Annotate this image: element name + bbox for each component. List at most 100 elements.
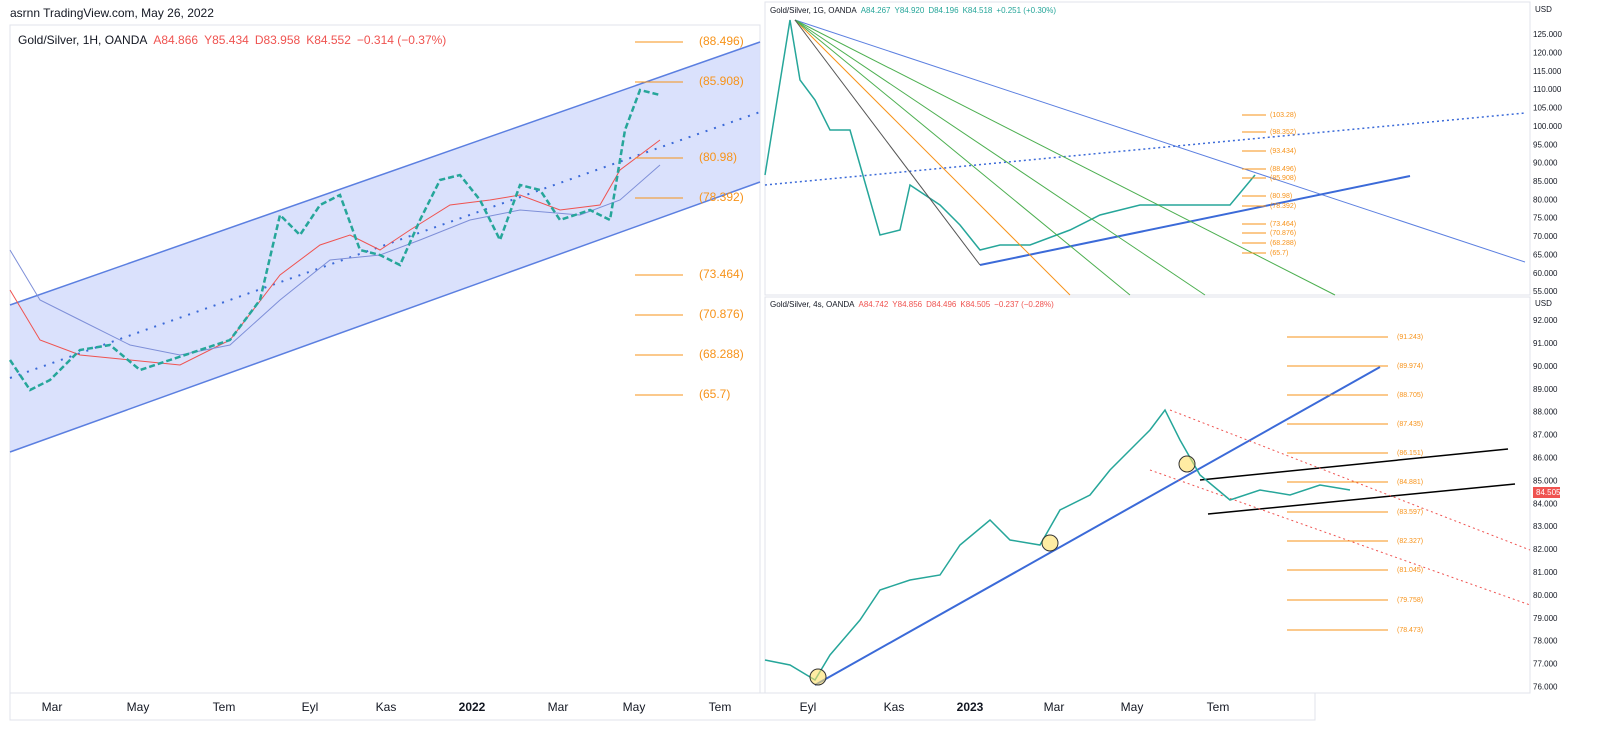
fib-group: (91.243) (89.974) (88.705) (87.435) (86.151)… <box>1287 334 1423 634</box>
fib-label: (93.434) <box>1270 148 1296 155</box>
fib-label: (78.392) <box>699 190 744 204</box>
ema-fast <box>9 139 661 366</box>
dotted-line <box>764 112 1526 186</box>
fib-label: (83.597) <box>1397 509 1423 516</box>
price-tick: 81.000 <box>1533 568 1558 577</box>
time-label: Mar <box>1044 700 1065 714</box>
fan-line <box>794 19 1206 296</box>
time-label: May <box>127 700 150 714</box>
fan-line <box>794 19 1071 296</box>
fib-label: (79.758) <box>1397 597 1423 604</box>
marker <box>809 668 827 686</box>
time-label: Eyl <box>800 700 817 714</box>
legend-item: Gold/Silver, 4s, OANDA <box>770 300 855 309</box>
time-label: Mar <box>548 700 569 714</box>
support-line <box>979 175 1411 266</box>
price-tick: 92.000 <box>1533 316 1558 325</box>
price-tick: 70.000 <box>1533 232 1558 241</box>
trend-line <box>794 19 1526 263</box>
fib-group: (88.496) (85.908) (80.98) (78.392) (73.464) (… <box>635 34 744 401</box>
trend-line <box>814 366 1381 686</box>
fib-label: (80.98) <box>699 150 737 164</box>
fan-line <box>794 19 1336 296</box>
price-tick: 91.000 <box>1533 339 1558 348</box>
fib-label: (89.974) <box>1397 363 1423 370</box>
channel-bottom <box>9 181 761 453</box>
time-label: Tem <box>213 700 236 714</box>
fib-label: (103.28) <box>1270 112 1296 119</box>
legend-item: A84.866 <box>153 33 198 47</box>
time-axis <box>9 692 1316 721</box>
time-label: Kas <box>376 700 397 714</box>
flag-top <box>1199 448 1509 481</box>
price-tick: 78.000 <box>1533 637 1558 646</box>
price-tick: 65.000 <box>1533 250 1558 259</box>
time-label: Tem <box>1207 700 1230 714</box>
time-label: Mar <box>42 700 63 714</box>
time-label: Eyl <box>302 700 319 714</box>
price-tick: 120.000 <box>1533 48 1562 57</box>
price-tick: 95.000 <box>1533 140 1558 149</box>
currency: USD <box>1535 5 1552 14</box>
fib-label: (84.881) <box>1397 479 1423 486</box>
price-tag <box>1533 487 1560 498</box>
fib-label: (88.496) <box>1270 166 1296 173</box>
price-tick: 84.000 <box>1533 499 1558 508</box>
price-tick: 75.000 <box>1533 214 1558 223</box>
legend-item: −0.314 (−0.37%) <box>357 33 446 47</box>
fib-label: (78.473) <box>1397 627 1423 634</box>
legend-item: −0.237 (−0.28%) <box>994 300 1054 309</box>
fib-label: (68.288) <box>699 347 744 361</box>
fib-label: (70.876) <box>699 307 744 321</box>
fan-line <box>794 19 1131 296</box>
legend-item: +0.251 (+0.30%) <box>996 6 1056 15</box>
fib-label: (88.705) <box>1397 392 1423 399</box>
fib-label: (85.908) <box>699 74 744 88</box>
time-label: Kas <box>884 700 905 714</box>
legend-item: Gold/Silver, 1H, OANDA <box>18 33 147 47</box>
marker <box>1041 534 1059 552</box>
price-tick: 105.000 <box>1533 104 1562 113</box>
legend-item: A84.267 <box>861 6 891 15</box>
legend-item: Y85.434 <box>204 33 249 47</box>
fib-label: (86.151) <box>1397 450 1423 457</box>
fib-label: (70.876) <box>1270 230 1296 237</box>
price-tick: 125.000 <box>1533 30 1562 39</box>
price-tick: 86.000 <box>1533 454 1558 463</box>
fib-label: (87.435) <box>1397 421 1423 428</box>
fib-label: (73.464) <box>699 267 744 281</box>
last-price: 84.505 <box>1536 488 1561 497</box>
price-candles <box>8 88 661 392</box>
legend-item: D84.196 <box>928 6 959 15</box>
fib-label: (91.243) <box>1397 334 1423 341</box>
price-tick: 60.000 <box>1533 269 1558 278</box>
price-tick: 90.000 <box>1533 362 1558 371</box>
time-label: 2022 <box>459 700 486 714</box>
price-tick: 90.000 <box>1533 159 1558 168</box>
fib-group: (103.28) (98.352) (93.434) (88.496) (85.908)… <box>1242 112 1296 257</box>
channel-mid <box>9 111 761 379</box>
fib-label: (78.392) <box>1270 203 1296 210</box>
fib-label: (80.98) <box>1270 193 1292 200</box>
channel-top <box>9 41 761 306</box>
legend-item: Gold/Silver, 1G, OANDA <box>770 6 857 15</box>
currency: USD <box>1535 299 1552 308</box>
price-path <box>764 19 1256 251</box>
price-tick: 85.000 <box>1533 177 1558 186</box>
top-right-panel <box>764 1 1531 296</box>
fib-label: (98.352) <box>1270 129 1296 136</box>
legend-item: D83.958 <box>255 33 301 47</box>
price-tick: 110.000 <box>1533 85 1562 94</box>
price-tick: 80.000 <box>1533 195 1558 204</box>
fib-label: (65.7) <box>1270 250 1288 257</box>
fib-label: (68.288) <box>1270 240 1296 247</box>
price-tick: 85.000 <box>1533 476 1558 485</box>
legend-item: K84.518 <box>963 6 993 15</box>
price-tick: 83.000 <box>1533 522 1558 531</box>
price-tick: 115.000 <box>1533 67 1562 76</box>
fib-label: (88.496) <box>699 34 744 48</box>
legend-item: Y84.920 <box>895 6 925 15</box>
dotted-red <box>1149 469 1531 606</box>
